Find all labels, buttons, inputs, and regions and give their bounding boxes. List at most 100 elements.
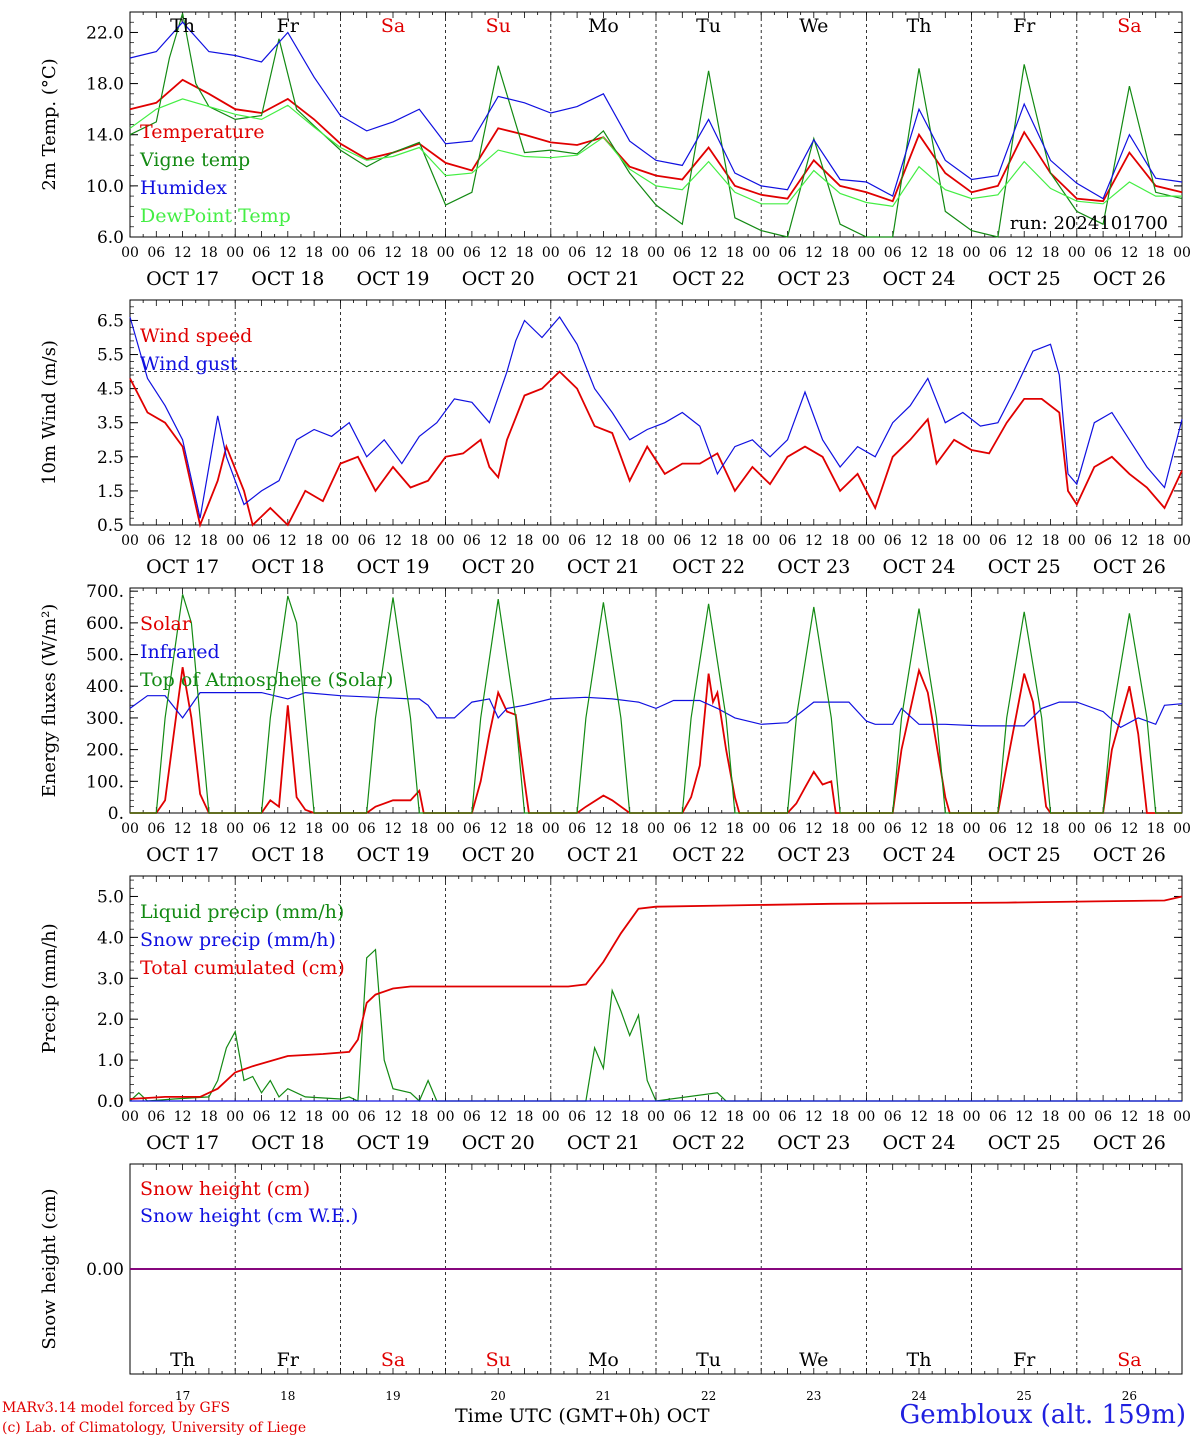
hour-tick-label: 06 [147, 245, 165, 261]
hour-tick-label: 12 [805, 245, 823, 261]
hour-tick-label: 18 [1147, 533, 1165, 549]
y-tick-label: 5.5 [97, 346, 124, 366]
day-number-label: 21 [596, 1389, 611, 1403]
hour-tick-label: 12 [910, 1109, 928, 1125]
legend-entry: Wind gust [140, 353, 238, 375]
day-abbr-label: We [799, 15, 828, 37]
hour-tick-label: 00 [1173, 821, 1191, 837]
legend-entry: Vigne temp [139, 149, 250, 171]
hour-tick-label: 12 [384, 1109, 402, 1125]
hour-tick-label: 06 [884, 821, 902, 837]
series-line-top-of-atmosphere-solar- [130, 594, 1182, 814]
hour-tick-label: 06 [1094, 1109, 1112, 1125]
day-abbr-label: We [799, 1349, 828, 1371]
hour-tick-label: 00 [437, 533, 455, 549]
date-label: OCT 21 [567, 556, 640, 578]
hour-tick-label: 00 [857, 1109, 875, 1125]
y-tick-label: 700. [86, 582, 124, 602]
hour-tick-label: 12 [594, 1109, 612, 1125]
series-line-liquid-precip-mm-h- [129, 948, 1182, 1103]
hour-tick-label: 12 [594, 821, 612, 837]
hour-tick-label: 18 [1147, 821, 1165, 837]
date-label: OCT 24 [882, 556, 955, 578]
hour-tick-label: 00 [331, 245, 349, 261]
series-line-temperature [129, 78, 1183, 203]
y-axis-label: 2m Temp. (°C) [39, 58, 60, 190]
y-tick-label: 2.0 [97, 1010, 124, 1030]
hour-tick-label: 06 [779, 821, 797, 837]
hour-tick-label: 18 [621, 1109, 639, 1125]
date-label: OCT 20 [462, 1132, 535, 1154]
hour-tick-label: 06 [568, 821, 586, 837]
hour-tick-label: 00 [752, 821, 770, 837]
hour-tick-label: 18 [410, 821, 428, 837]
date-label: OCT 17 [146, 268, 219, 290]
date-label: OCT 22 [672, 268, 745, 290]
hour-tick-label: 06 [884, 533, 902, 549]
day-abbr-label: Su [486, 15, 511, 37]
hour-tick-label: 12 [384, 245, 402, 261]
hour-tick-label: 18 [726, 533, 744, 549]
hour-tick-label: 06 [358, 245, 376, 261]
hour-tick-label: 12 [910, 533, 928, 549]
hour-tick-label: 00 [226, 821, 244, 837]
legend-entry: Total cumulated (cm) [140, 957, 345, 979]
day-abbr-label: Mo [588, 1349, 619, 1371]
hour-tick-label: 00 [752, 245, 770, 261]
hour-tick-label: 00 [1068, 821, 1086, 837]
hour-tick-label: 12 [279, 1109, 297, 1125]
hour-tick-label: 00 [437, 1109, 455, 1125]
series-line-humidex [129, 21, 1183, 200]
y-tick-label: 1.0 [97, 1051, 124, 1071]
hour-tick-label: 12 [1015, 533, 1033, 549]
hour-tick-label: 00 [857, 821, 875, 837]
y-tick-label: 4.5 [97, 380, 124, 400]
date-label: OCT 18 [251, 844, 324, 866]
hour-tick-label: 12 [1015, 1109, 1033, 1125]
hour-tick-label: 00 [752, 533, 770, 549]
hour-tick-label: 12 [174, 821, 192, 837]
day-abbr-label: Sa [381, 1349, 405, 1371]
y-tick-label: 10.0 [86, 177, 124, 197]
hour-tick-label: 00 [437, 821, 455, 837]
date-label: OCT 26 [1093, 844, 1166, 866]
x-axis-title: Time UTC (GMT+0h) OCT [455, 1405, 710, 1427]
hour-tick-label: 18 [200, 533, 218, 549]
date-label: OCT 25 [988, 1132, 1061, 1154]
y-tick-label: 500. [86, 646, 124, 666]
hour-tick-label: 06 [884, 1109, 902, 1125]
day-abbr-label: Th [170, 1349, 195, 1371]
hour-tick-label: 06 [147, 821, 165, 837]
hour-tick-label: 12 [174, 1109, 192, 1125]
hour-tick-label: 18 [305, 1109, 323, 1125]
date-label: OCT 21 [567, 1132, 640, 1154]
hour-tick-label: 06 [358, 533, 376, 549]
hour-tick-label: 12 [700, 821, 718, 837]
run-label: run: 2024101700 [1010, 213, 1168, 234]
hour-tick-label: 18 [936, 1109, 954, 1125]
date-label: OCT 22 [672, 1132, 745, 1154]
hour-tick-label: 00 [857, 533, 875, 549]
hour-tick-label: 06 [989, 1109, 1007, 1125]
hour-tick-label: 06 [673, 245, 691, 261]
hour-tick-label: 18 [1042, 821, 1060, 837]
hour-tick-label: 00 [1068, 245, 1086, 261]
hour-tick-label: 12 [910, 245, 928, 261]
date-label: OCT 21 [567, 844, 640, 866]
hour-tick-label: 12 [279, 821, 297, 837]
hour-tick-label: 06 [989, 533, 1007, 549]
day-abbr-label: Fr [277, 1349, 300, 1371]
hour-tick-label: 00 [331, 1109, 349, 1125]
y-tick-label: 600. [86, 614, 124, 634]
date-label: OCT 26 [1093, 556, 1166, 578]
hour-tick-label: 00 [752, 1109, 770, 1125]
day-number-label: 24 [911, 1389, 927, 1403]
lab-credit: (c) Lab. of Climatology, University of L… [2, 1420, 307, 1436]
day-number-label: 22 [701, 1389, 716, 1403]
hour-tick-label: 00 [647, 1109, 665, 1125]
hour-tick-label: 00 [1068, 533, 1086, 549]
hour-tick-label: 00 [647, 245, 665, 261]
legend-entry: Humidex [140, 177, 227, 199]
date-label: OCT 20 [462, 556, 535, 578]
hour-tick-label: 06 [884, 245, 902, 261]
